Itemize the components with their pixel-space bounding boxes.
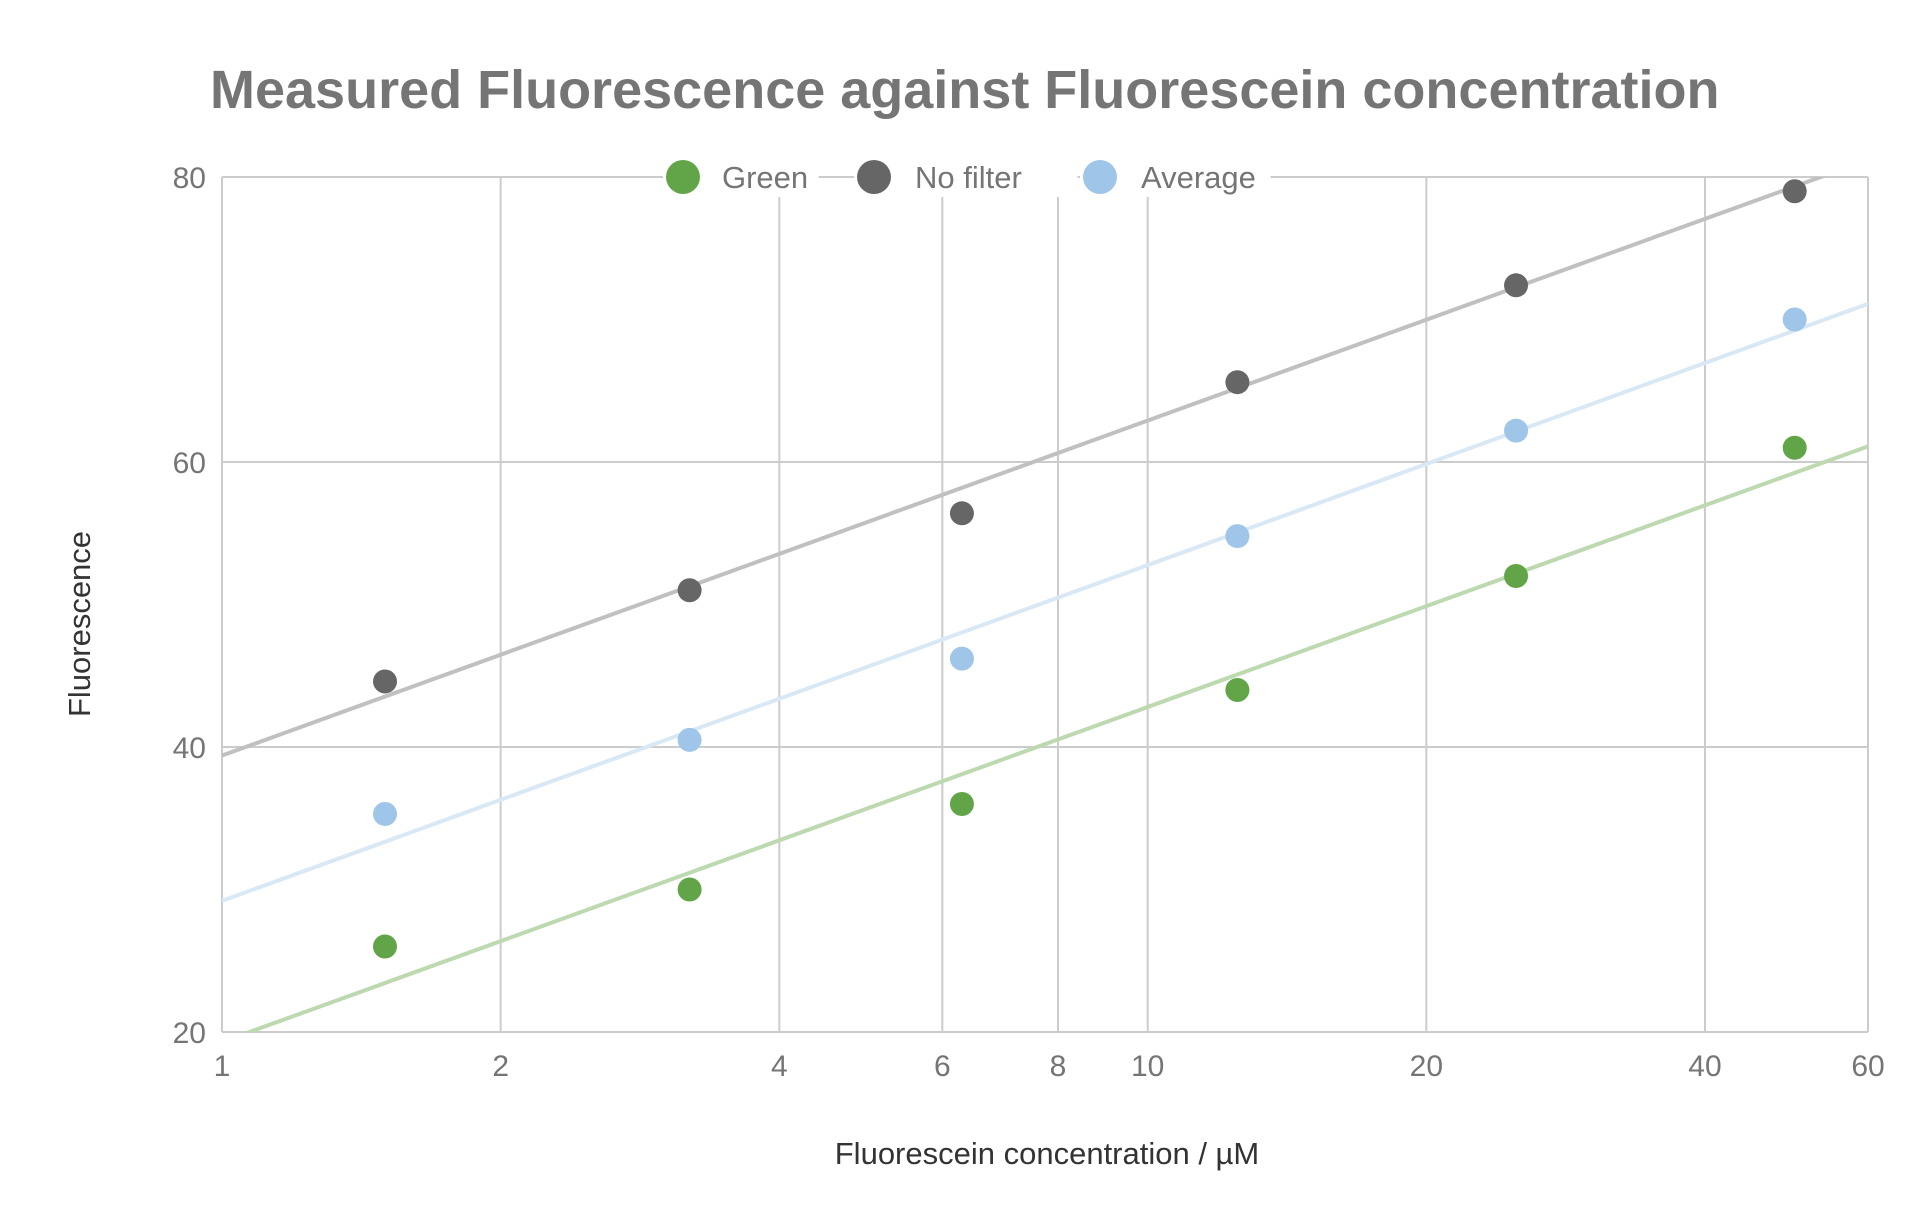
- trendline-no-filter: [222, 177, 1827, 758]
- x-tick-label: 60: [1851, 1050, 1884, 1083]
- legend-item-no-filter: No filter: [854, 157, 1078, 197]
- point-average: [1504, 418, 1529, 443]
- tick-labels: 1 2 4 6 8 10 20 40 60 20 40 60 80: [173, 162, 1885, 1083]
- x-tick-label: 8: [1050, 1050, 1067, 1083]
- legend-marker: [857, 160, 891, 194]
- y-tick-label: 80: [173, 162, 206, 195]
- x-axis-title: Fluorescein concentration / µM: [835, 1136, 1260, 1171]
- point-average: [677, 727, 702, 752]
- legend-label: No filter: [915, 160, 1022, 195]
- point-green: [677, 877, 702, 902]
- point-average: [1225, 524, 1250, 549]
- point-green: [1504, 564, 1529, 588]
- chart-title: Measured Fluorescence against Fluorescei…: [210, 60, 1719, 120]
- legend-item-average: Average: [1080, 157, 1271, 197]
- legend-item-green: Green: [663, 157, 819, 197]
- gridlines: [221, 176, 1869, 1033]
- x-tick-label: 1: [214, 1050, 231, 1083]
- x-tick-label: 40: [1688, 1050, 1721, 1083]
- x-tick-label: 6: [934, 1050, 951, 1083]
- legend-label: Average: [1141, 160, 1256, 195]
- data-points: [373, 179, 1807, 959]
- legend-marker: [666, 160, 700, 194]
- point-no-filter: [373, 669, 398, 694]
- point-no-filter: [949, 501, 974, 526]
- x-tick-label: 10: [1131, 1050, 1164, 1083]
- point-no-filter: [1504, 273, 1529, 298]
- point-no-filter: [1782, 179, 1807, 204]
- y-tick-label: 20: [173, 1017, 206, 1050]
- legend-item-bg: [854, 157, 1078, 197]
- point-average: [1782, 307, 1807, 332]
- x-tick-label: 2: [492, 1050, 509, 1083]
- x-tick-label: 20: [1410, 1050, 1443, 1083]
- point-green: [949, 792, 974, 816]
- legend: Green No filter Average: [663, 157, 1271, 197]
- point-green: [373, 934, 398, 959]
- trendline-green: [243, 444, 1868, 1032]
- point-no-filter: [1225, 370, 1250, 395]
- trendlines: [222, 177, 1868, 1032]
- point-average: [949, 646, 974, 671]
- point-green: [1782, 435, 1807, 460]
- x-tick-label: 4: [771, 1050, 788, 1083]
- point-green: [1225, 678, 1250, 702]
- y-axis-title: Fluorescence: [62, 531, 97, 717]
- y-tick-label: 60: [173, 447, 206, 480]
- point-no-filter: [677, 578, 702, 603]
- trendline-average: [222, 301, 1868, 903]
- point-average: [373, 801, 398, 826]
- legend-label: Green: [722, 160, 808, 195]
- legend-marker: [1083, 160, 1117, 194]
- y-tick-label: 40: [173, 732, 206, 765]
